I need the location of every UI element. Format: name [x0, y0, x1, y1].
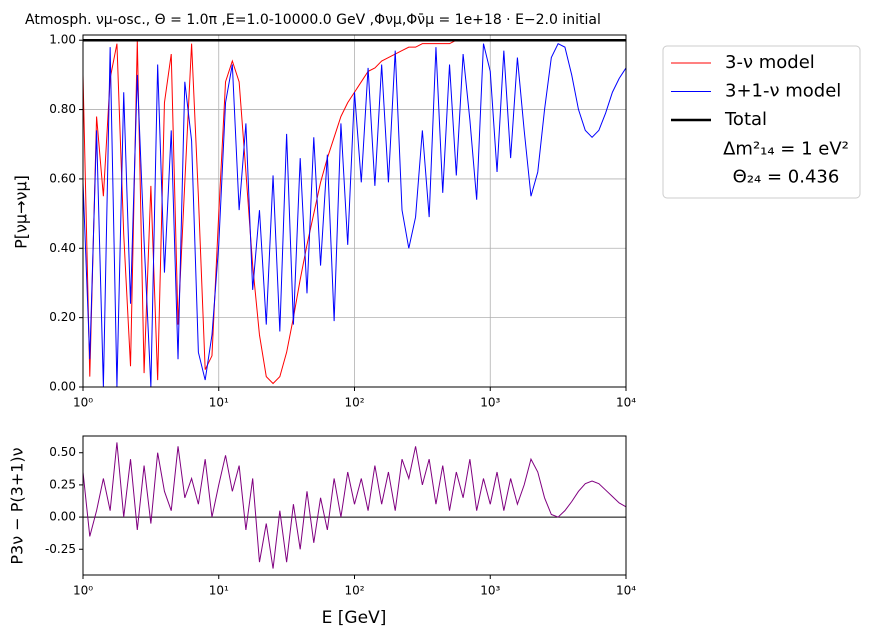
x-tick-label: 10³ [480, 396, 500, 410]
y-tick-label: 0.40 [49, 241, 76, 255]
y-tick-label: 0.00 [49, 510, 76, 524]
legend-label: 3-ν model [725, 52, 815, 73]
legend-note: Δm²₁₄ = 1 eV² [723, 139, 849, 160]
x-tick-label: 10⁰ [73, 584, 93, 598]
x-tick-label: 10² [344, 396, 364, 410]
y-axis-label: P[νμ→νμ] [12, 175, 31, 249]
y-tick-label: -0.25 [45, 542, 76, 556]
x-tick-label: 10⁴ [616, 396, 636, 410]
x-tick-label: 10¹ [209, 396, 229, 410]
y-tick-label: 0.25 [49, 477, 76, 491]
chart-title: Atmosph. νμ-osc., Θ = 1.0π ,E=1.0-10000.… [25, 12, 601, 28]
y-tick-label: 1.00 [49, 33, 76, 47]
series-line [83, 42, 626, 387]
x-tick-label: 10² [344, 584, 364, 598]
axes-frame [82, 34, 627, 388]
x-tick-label: 10³ [480, 584, 500, 598]
legend-label: Total [724, 109, 767, 130]
axes-frame [82, 435, 627, 576]
x-axis-label: E [GeV] [322, 608, 387, 628]
x-tick-label: 10¹ [209, 584, 229, 598]
y-tick-label: 0.50 [49, 445, 76, 459]
legend-note: Θ₂₄ = 0.436 [733, 167, 840, 188]
y-tick-label: 0.20 [49, 310, 76, 324]
series-line [83, 442, 626, 569]
y-tick-label: 0.00 [49, 380, 76, 394]
y-tick-label: 0.60 [49, 171, 76, 185]
y-axis-label: P3ν − P(3+1)ν [8, 447, 27, 564]
y-tick-label: 0.80 [49, 102, 76, 116]
x-tick-label: 10⁰ [73, 396, 93, 410]
x-tick-label: 10⁴ [616, 584, 636, 598]
legend-box [662, 45, 861, 199]
legend-label: 3+1-ν model [725, 81, 841, 102]
